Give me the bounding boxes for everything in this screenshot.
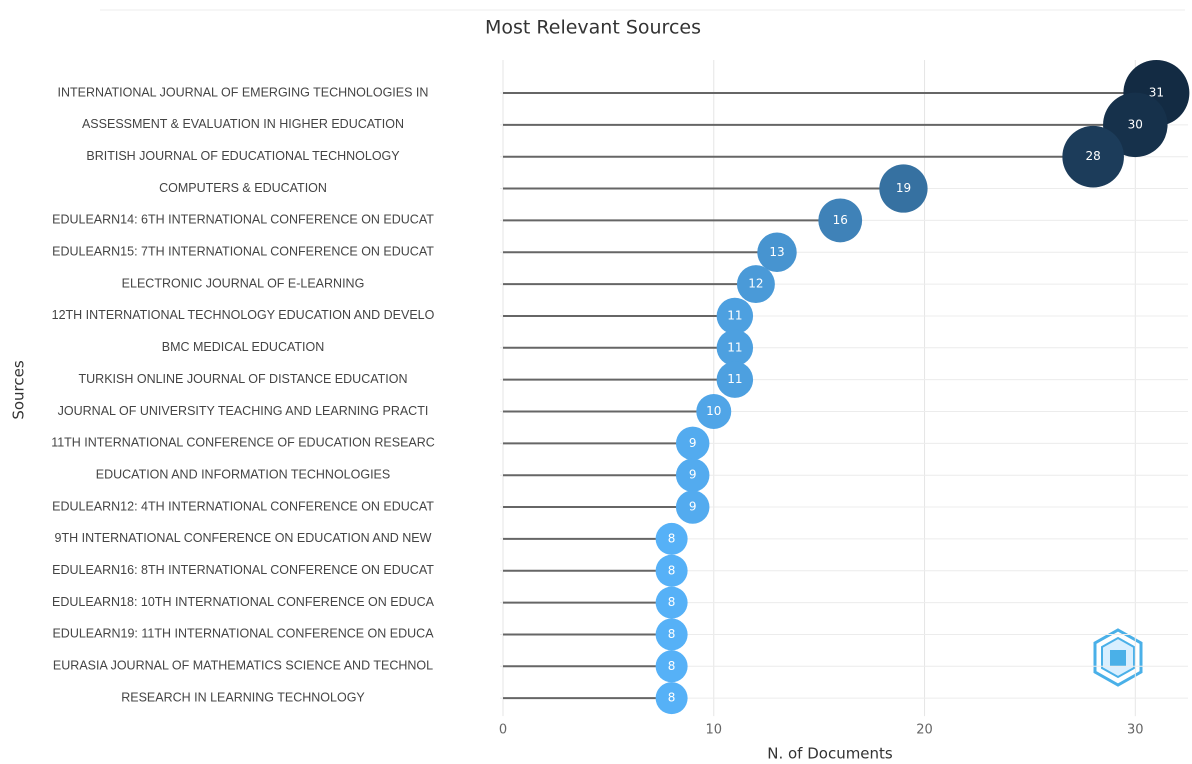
y-tick-label: EDULEARN15: 7TH INTERNATIONAL CONFERENCE… <box>52 245 434 259</box>
bubble <box>655 618 688 651</box>
value-label: 8 <box>668 691 676 705</box>
bubble <box>655 522 688 555</box>
bubble <box>675 458 710 492</box>
y-tick-label: EURASIA JOURNAL OF MATHEMATICS SCIENCE A… <box>53 659 433 673</box>
value-label: 13 <box>769 245 784 259</box>
bubble <box>675 426 710 461</box>
bubble <box>716 297 754 335</box>
value-label: 9 <box>689 468 697 482</box>
x-tick-label: 0 <box>499 723 507 738</box>
y-tick-label: INTERNATIONAL JOURNAL OF EMERGING TECHNO… <box>58 85 429 99</box>
x-tick-label: 10 <box>705 723 722 738</box>
logo <box>1093 628 1143 687</box>
y-tick-label: EDULEARN18: 10TH INTERNATIONAL CONFERENC… <box>52 595 435 609</box>
value-label: 8 <box>668 627 676 641</box>
bubble <box>675 490 710 524</box>
value-label: 9 <box>689 436 697 450</box>
value-label: 19 <box>896 181 911 195</box>
y-tick-label: JOURNAL OF UNIVERSITY TEACHING AND LEARN… <box>58 404 429 418</box>
bubble <box>716 329 754 367</box>
y-tick-label: BRITISH JOURNAL OF EDUCATIONAL TECHNOLOG… <box>86 149 400 163</box>
value-label: 8 <box>668 563 676 577</box>
x-axis-label: N. of Documents <box>767 745 893 763</box>
bubble <box>655 682 688 715</box>
value-label: 8 <box>668 659 676 673</box>
value-label: 11 <box>727 308 742 322</box>
y-tick-label: ELECTRONIC JOURNAL OF E-LEARNING <box>122 276 365 290</box>
bubble <box>655 650 688 683</box>
y-tick-label: 9TH INTERNATIONAL CONFERENCE ON EDUCATIO… <box>55 531 432 545</box>
x-tick-label: 20 <box>916 723 933 738</box>
bubble <box>757 232 797 272</box>
bubble <box>818 198 863 243</box>
y-tick-label: EDULEARN16: 8TH INTERNATIONAL CONFERENCE… <box>52 563 434 577</box>
value-label: 10 <box>706 404 721 418</box>
y-tick-label: COMPUTERS & EDUCATION <box>159 181 327 195</box>
y-tick-label: EDULEARN14: 6TH INTERNATIONAL CONFERENCE… <box>52 213 434 227</box>
y-tick-label: BMC MEDICAL EDUCATION <box>162 340 325 354</box>
x-tick-label: 30 <box>1127 723 1144 738</box>
value-label: 9 <box>689 500 697 514</box>
bubble <box>655 586 688 619</box>
value-label: 16 <box>833 213 848 227</box>
value-label: 31 <box>1149 86 1164 100</box>
y-axis-label: Sources <box>10 360 28 420</box>
bubble <box>655 554 688 587</box>
y-tick-label: 11TH INTERNATIONAL CONFERENCE OF EDUCATI… <box>51 436 435 450</box>
bubble <box>879 164 928 213</box>
value-label: 8 <box>668 531 676 545</box>
y-tick-label: EDULEARN19: 11TH INTERNATIONAL CONFERENC… <box>52 627 434 641</box>
value-label: 30 <box>1128 117 1143 131</box>
value-label: 8 <box>668 595 676 609</box>
bubble <box>736 265 775 304</box>
y-tick-label: RESEARCH IN LEARNING TECHNOLOGY <box>121 690 365 704</box>
chart-title: Most Relevant Sources <box>485 17 701 39</box>
value-label: 12 <box>748 277 763 291</box>
y-tick-label: ASSESSMENT & EVALUATION IN HIGHER EDUCAT… <box>82 117 404 131</box>
bubble <box>716 361 754 398</box>
y-tick-label: EDULEARN12: 4TH INTERNATIONAL CONFERENCE… <box>52 499 434 513</box>
bubble <box>1062 125 1124 188</box>
y-tick-label: 12TH INTERNATIONAL TECHNOLOGY EDUCATION … <box>52 308 435 322</box>
bubble <box>696 394 732 429</box>
y-tick-label: EDUCATION AND INFORMATION TECHNOLOGIES <box>96 467 390 481</box>
value-label: 11 <box>727 372 742 386</box>
value-label: 11 <box>727 340 742 354</box>
value-label: 28 <box>1086 149 1101 163</box>
y-tick-label: TURKISH ONLINE JOURNAL OF DISTANCE EDUCA… <box>79 372 408 386</box>
